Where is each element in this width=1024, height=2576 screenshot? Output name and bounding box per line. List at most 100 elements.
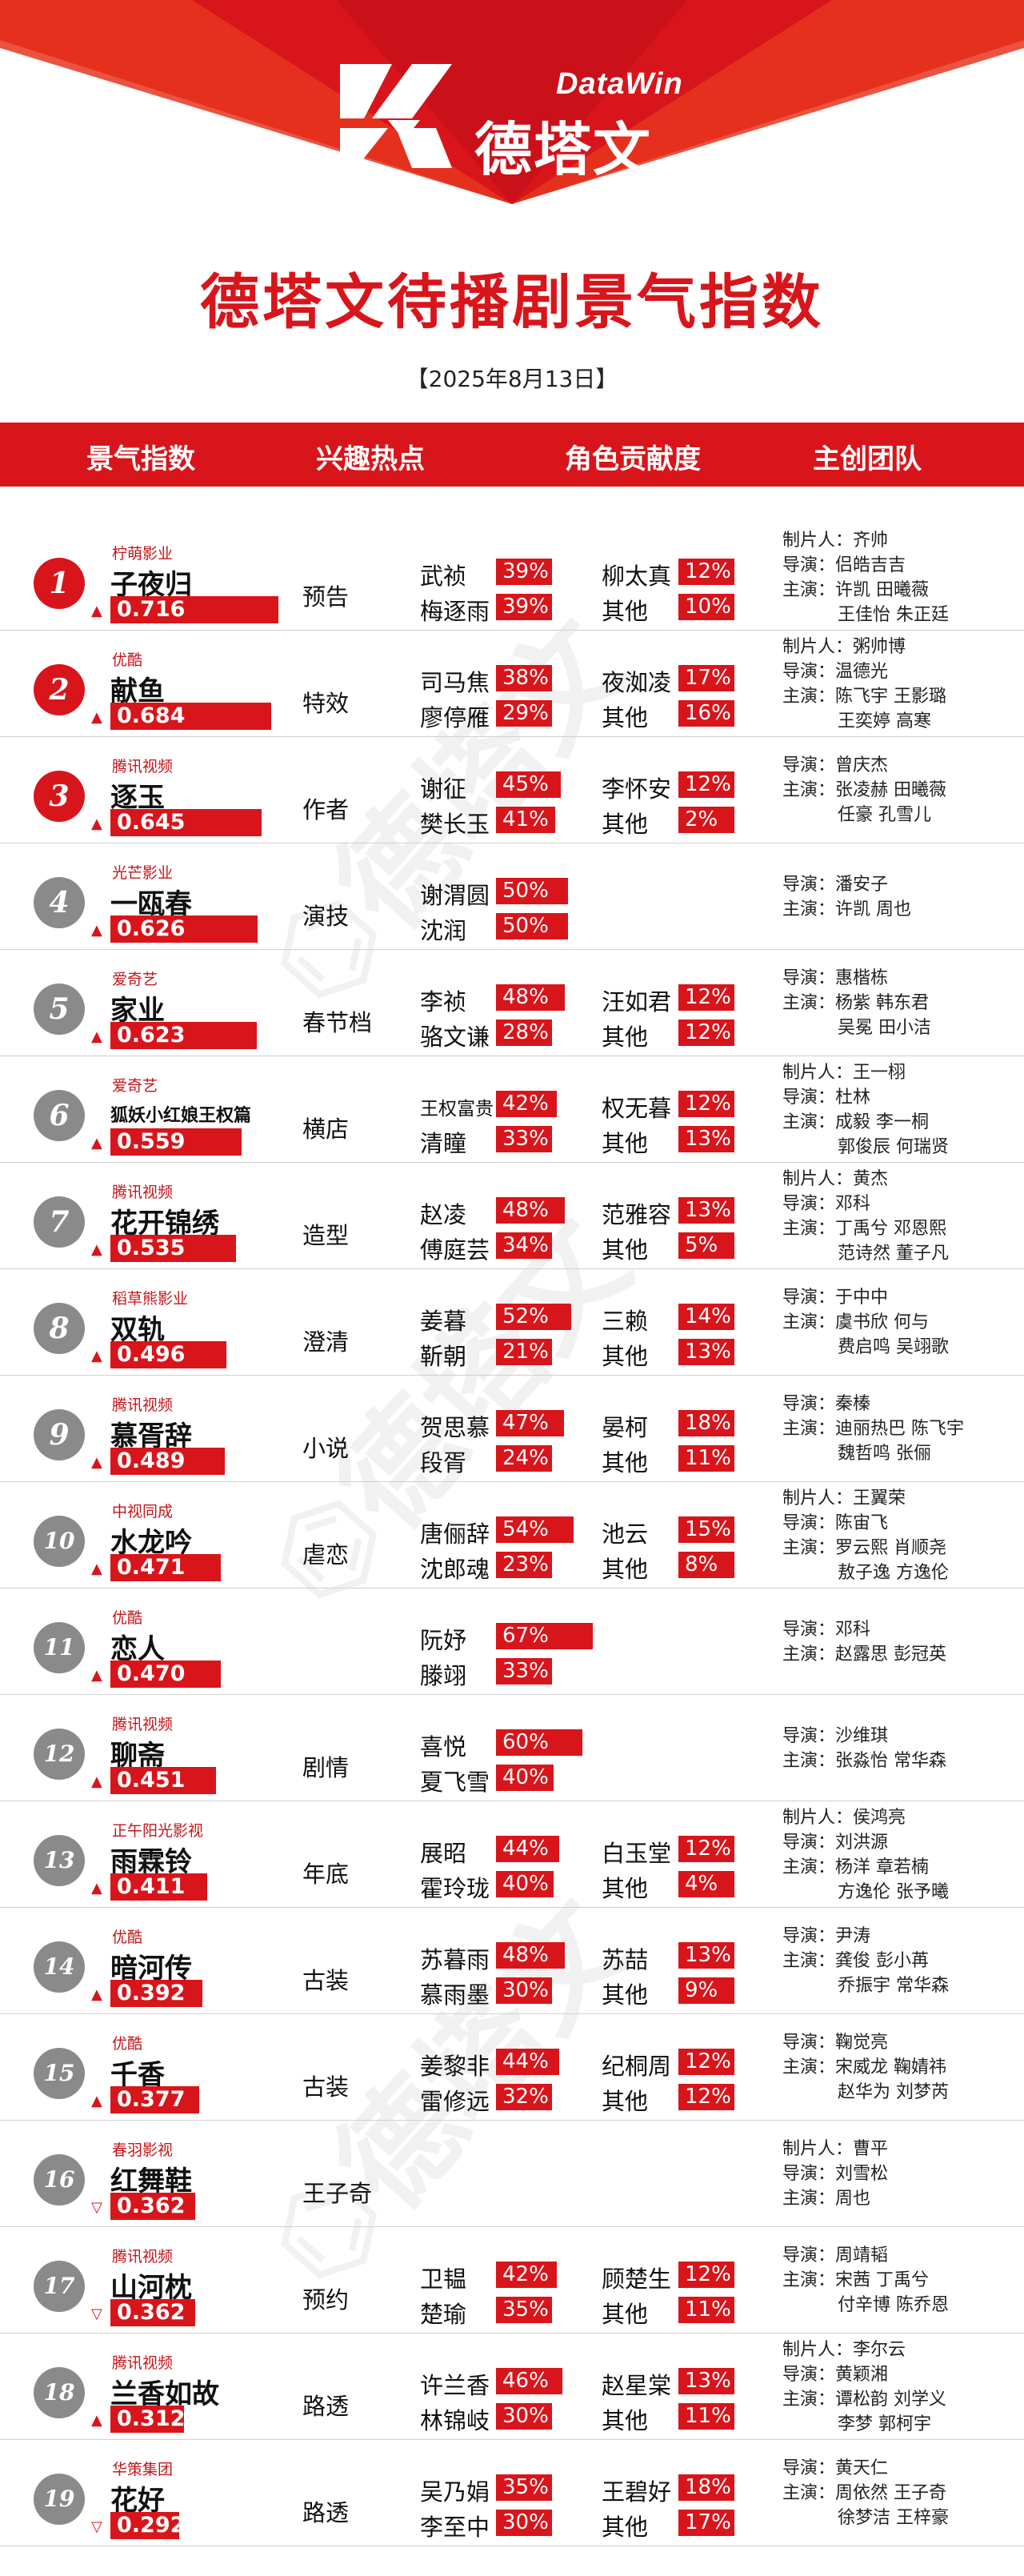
drama-title[interactable]: 山河枕 — [110, 2272, 192, 2304]
role-name: 其他 — [602, 1981, 649, 2009]
role-name: 其他 — [602, 1236, 649, 1264]
score-value: 0.377 — [117, 2087, 186, 2112]
role-share-value: 52% — [502, 1304, 549, 1328]
drama-title[interactable]: 恋人 — [110, 1633, 165, 1665]
role-share-bar — [678, 594, 734, 620]
drama-title[interactable]: 双轨 — [110, 1314, 165, 1346]
team-credit: 吴冕 田小洁 — [838, 1018, 931, 1038]
role-name: 贺思慕 — [420, 1414, 490, 1441]
score-bar — [110, 1980, 202, 2007]
score-bar — [110, 2086, 199, 2113]
role-name: 白玉堂 — [602, 1840, 672, 1867]
role-share-bar — [678, 807, 734, 833]
team-credit: 主演：迪丽热巴 陈飞宇 — [782, 1419, 964, 1439]
role-share-bar — [496, 1410, 564, 1436]
rank-badge: 18 — [34, 2367, 85, 2418]
role-share-bar — [496, 594, 552, 620]
role-share-value: 2% — [685, 807, 718, 831]
trend-up-icon: ▲ — [91, 1986, 102, 2003]
platform-label: 腾讯视频 — [112, 1716, 174, 1733]
role-share-value: 12% — [685, 1092, 731, 1116]
role-share-value: 8% — [685, 1552, 718, 1576]
team-credit: 导演：陈宙飞 — [782, 1513, 889, 1533]
role-share-bar — [678, 2297, 734, 2323]
score-value: 0.535 — [117, 1236, 186, 1260]
trend-up-icon: ▲ — [91, 1028, 102, 1045]
score-bar — [110, 809, 262, 836]
drama-title[interactable]: 家业 — [110, 995, 165, 1027]
hotspot-tag: 特效 — [302, 690, 350, 717]
drama-title[interactable]: 兰香如故 — [110, 2378, 219, 2410]
drama-title[interactable]: 千香 — [110, 2059, 165, 2091]
table-row: 16 春羽影视 红舞鞋 ▽ 0.362 王子奇 制片人：曹平 导演：刘雪松 主演：周也 — [0, 2121, 1024, 2227]
role-share-bar — [678, 1871, 734, 1897]
role-name: 范雅容 — [602, 1201, 672, 1228]
role-name: 其他 — [602, 1875, 649, 1902]
trend-up-icon: ▲ — [91, 1667, 102, 1684]
rank-badge: 13 — [34, 1835, 85, 1886]
role-share-bar — [496, 1091, 557, 1117]
team-credit: 魏哲鸣 张俪 — [838, 1444, 931, 1464]
role-share-value: 12% — [685, 2085, 731, 2109]
role-share-bar — [496, 1339, 552, 1365]
role-share-value: 11% — [685, 2404, 731, 2428]
drama-title[interactable]: 狐妖小红娘王权篇 — [110, 1106, 252, 1126]
score-bar — [110, 2512, 179, 2539]
table-row: 7 腾讯视频 花开锦绣 ▲ 0.535 造型 赵凌 48% 傅庭芸 34% 范雅容 13% 其他 5% 制片… — [0, 1163, 1024, 1269]
drama-title[interactable]: 花好 — [110, 2485, 165, 2517]
score-bar — [110, 1341, 226, 1368]
drama-title[interactable]: 献鱼 — [110, 675, 165, 707]
hotspot-tag: 年底 — [302, 1861, 350, 1888]
team-credit: 导演：温德光 — [782, 662, 889, 682]
drama-title[interactable]: 暗河传 — [110, 1953, 192, 1985]
role-name: 其他 — [602, 2301, 649, 2328]
hotspot-tag: 预约 — [302, 2286, 350, 2314]
role-share-bar — [496, 2262, 557, 2288]
role-share-bar — [496, 2368, 562, 2394]
drama-title[interactable]: 聊斋 — [110, 1740, 165, 1772]
role-share-value: 40% — [502, 1872, 549, 1896]
role-share-value: 44% — [502, 1837, 549, 1861]
drama-title[interactable]: 花开锦绣 — [110, 1208, 219, 1240]
score-value: 0.559 — [117, 1129, 186, 1154]
table-row: 10 中视同成 水龙吟 ▲ 0.471 虐恋 唐俪辞 54% 沈郎魂 23% 池云 15% 其他 8% 制片… — [0, 1482, 1024, 1588]
platform-label: 爱奇艺 — [112, 1077, 158, 1095]
table-row: 9 腾讯视频 慕胥辞 ▲ 0.489 小说 贺思慕 47% 段胥 24% 晏柯 18% 其他 11% 导演：… — [0, 1376, 1024, 1482]
platform-label: 中视同成 — [112, 1503, 174, 1520]
team-credit: 制片人：齐帅 — [782, 531, 889, 551]
drama-title[interactable]: 红舞鞋 — [110, 2165, 192, 2197]
rank-badge: 3 — [34, 771, 85, 822]
platform-label: 腾讯视频 — [112, 1184, 174, 1201]
role-name: 苏喆 — [602, 1946, 649, 1973]
rank-badge: 2 — [34, 664, 85, 715]
role-share-bar — [678, 1126, 734, 1152]
role-name: 沈润 — [420, 917, 467, 944]
role-share-value: 39% — [502, 559, 549, 583]
team-credit: 王奕婷 高寒 — [838, 711, 931, 731]
role-name: 廖停雁 — [420, 704, 490, 731]
role-share-bar — [678, 1339, 734, 1365]
role-share-bar — [496, 1126, 552, 1152]
role-share-value: 34% — [502, 1233, 549, 1257]
role-name: 其他 — [602, 598, 649, 625]
role-share-bar — [496, 2510, 552, 2536]
drama-title[interactable]: 雨霖铃 — [110, 1846, 192, 1878]
role-share-value: 18% — [685, 1411, 731, 1435]
drama-title[interactable]: 慕胥辞 — [110, 1420, 192, 1452]
drama-title[interactable]: 逐玉 — [110, 782, 165, 814]
table-row: 5 爱奇艺 家业 ▲ 0.623 春节档 李祯 48% 骆文谦 28% 汪如君 12% 其他 12% 导演：… — [0, 950, 1024, 1056]
drama-title[interactable]: 一瓯春 — [110, 888, 192, 920]
role-share-bar — [496, 2049, 559, 2075]
role-share-bar — [678, 665, 734, 691]
rank-badge: 1 — [34, 558, 85, 609]
role-share-value: 18% — [685, 2475, 731, 2499]
score-bar — [110, 1022, 257, 1049]
role-share-value: 39% — [502, 595, 549, 619]
drama-title[interactable]: 子夜归 — [110, 569, 192, 601]
team-credit: 主演：虞书欣 何与 — [782, 1312, 929, 1332]
team-credit: 导演：侣皓吉吉 — [782, 555, 906, 575]
platform-label: 腾讯视频 — [112, 2354, 174, 2372]
role-share-value: 15% — [685, 1517, 731, 1541]
drama-title[interactable]: 水龙吟 — [110, 1527, 192, 1559]
score-value: 0.451 — [117, 1768, 186, 1793]
